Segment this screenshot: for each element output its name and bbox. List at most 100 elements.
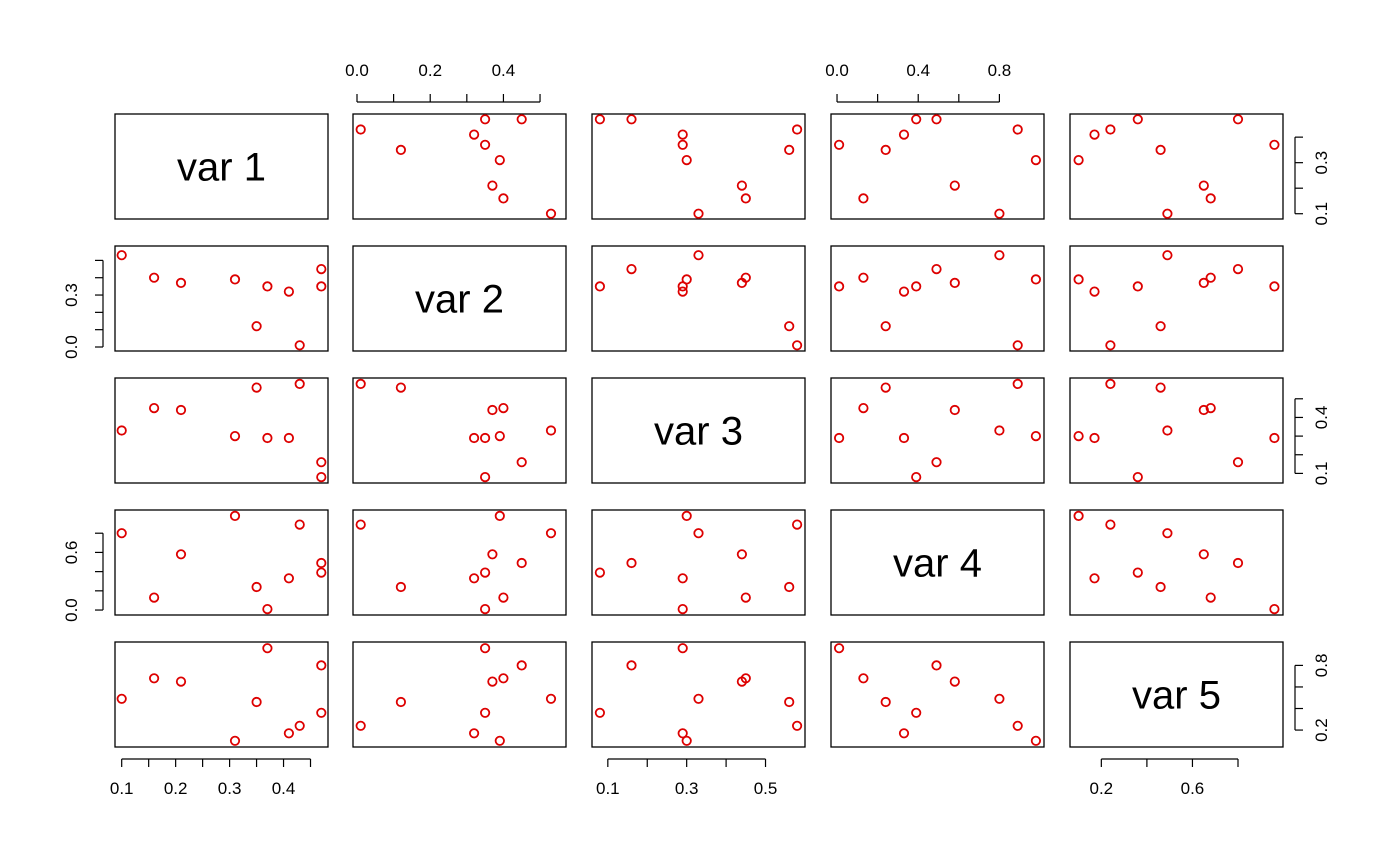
panel-frame	[591, 641, 806, 748]
data-point	[487, 676, 498, 687]
data-point	[1132, 281, 1143, 292]
panel-var-3-vs-var-3: var 3	[591, 377, 806, 484]
data-point	[1073, 274, 1084, 285]
tick-label: 0.2	[164, 779, 188, 798]
tick-label: 0.4	[272, 779, 296, 798]
data-point	[784, 696, 795, 708]
data-point	[1105, 340, 1116, 351]
data-point	[149, 272, 160, 283]
y-axis-var-2: 0.0 0.3	[62, 259, 104, 359]
data-point	[1105, 519, 1116, 530]
data-point	[736, 676, 748, 687]
tick-label: 0.8	[1312, 654, 1331, 678]
data-point	[880, 696, 891, 708]
data-point	[395, 382, 406, 393]
data-point	[949, 180, 960, 191]
data-point	[677, 728, 688, 739]
data-point	[1030, 430, 1042, 442]
panel-var-2-vs-var-1	[114, 245, 329, 352]
data-point	[1155, 321, 1166, 332]
panel-var-4-vs-var-5	[1069, 509, 1284, 616]
diagonal-label-var-5: var 5	[1132, 674, 1221, 718]
tick-label: 0.0	[825, 61, 849, 80]
data-point	[175, 676, 187, 687]
data-point	[498, 193, 509, 204]
data-point	[594, 707, 606, 718]
panel-frame	[1069, 509, 1284, 616]
data-point	[229, 735, 241, 746]
panel-frame	[830, 509, 1045, 616]
data-point	[626, 114, 637, 125]
data-point	[175, 404, 187, 416]
data-point	[1012, 720, 1023, 731]
data-point	[1198, 404, 1209, 416]
panel-frame	[352, 509, 567, 616]
data-point	[1232, 114, 1244, 125]
tick-label: 0.3	[675, 779, 699, 798]
panel-frame	[114, 377, 329, 484]
diagonal-label-var-2: var 2	[415, 278, 504, 322]
data-point	[1073, 430, 1084, 442]
data-point	[858, 272, 869, 283]
data-point	[251, 696, 262, 708]
data-point	[693, 250, 704, 261]
data-point	[316, 471, 327, 483]
panel-frame	[591, 245, 806, 352]
data-point	[316, 567, 327, 578]
data-point	[740, 193, 751, 204]
panel-var-4-vs-var-2	[352, 509, 567, 616]
tick-label: 0.3	[1312, 151, 1331, 175]
data-point	[736, 549, 748, 560]
data-point	[294, 340, 305, 351]
panel-var-2-vs-var-5	[1069, 245, 1284, 352]
data-point	[395, 144, 406, 155]
panel-frame	[830, 245, 1045, 352]
data-point	[626, 557, 637, 569]
panel-var-3-vs-var-5	[1069, 377, 1284, 484]
tick-label: 0.4	[1312, 406, 1331, 430]
data-point	[736, 180, 748, 191]
data-point	[833, 432, 845, 444]
data-point	[1198, 549, 1209, 560]
data-point	[355, 720, 366, 731]
data-point	[468, 728, 480, 739]
data-point	[487, 180, 498, 191]
data-point	[1030, 274, 1042, 285]
tick-label: 0.6	[1181, 779, 1205, 798]
data-point	[116, 693, 127, 704]
data-point	[545, 208, 557, 219]
data-point	[494, 735, 505, 746]
data-point	[251, 382, 262, 393]
data-point	[479, 707, 491, 718]
panel-frame	[1069, 377, 1284, 484]
panel-frame	[1069, 113, 1284, 220]
data-point	[931, 660, 942, 671]
data-point	[784, 321, 795, 332]
data-point	[994, 250, 1005, 261]
data-point	[545, 528, 557, 539]
tick-label: 0.1	[596, 779, 620, 798]
data-point	[262, 643, 273, 654]
panel-var-5-vs-var-1	[114, 641, 329, 748]
data-point	[1269, 139, 1280, 150]
data-point	[229, 430, 241, 442]
data-point	[283, 432, 294, 444]
data-point	[316, 281, 327, 292]
data-point	[1132, 114, 1143, 125]
data-point	[545, 425, 557, 436]
data-point	[487, 404, 498, 416]
data-point	[898, 432, 910, 444]
y-axis-var-1: 0.1 0.3	[1294, 136, 1331, 226]
data-point	[1198, 277, 1209, 288]
x-axis-var-3: 0.1 0.3 0.5	[596, 758, 777, 798]
panel-frame	[352, 377, 567, 484]
data-point	[626, 263, 637, 275]
data-point	[316, 457, 327, 468]
panel-var-5-vs-var-5: var 5	[1069, 641, 1284, 748]
tick-label: 0.8	[988, 61, 1012, 80]
data-point	[479, 114, 491, 125]
data-point	[994, 693, 1005, 704]
data-point	[677, 603, 688, 615]
data-point	[1232, 263, 1244, 275]
data-point	[1089, 129, 1100, 140]
